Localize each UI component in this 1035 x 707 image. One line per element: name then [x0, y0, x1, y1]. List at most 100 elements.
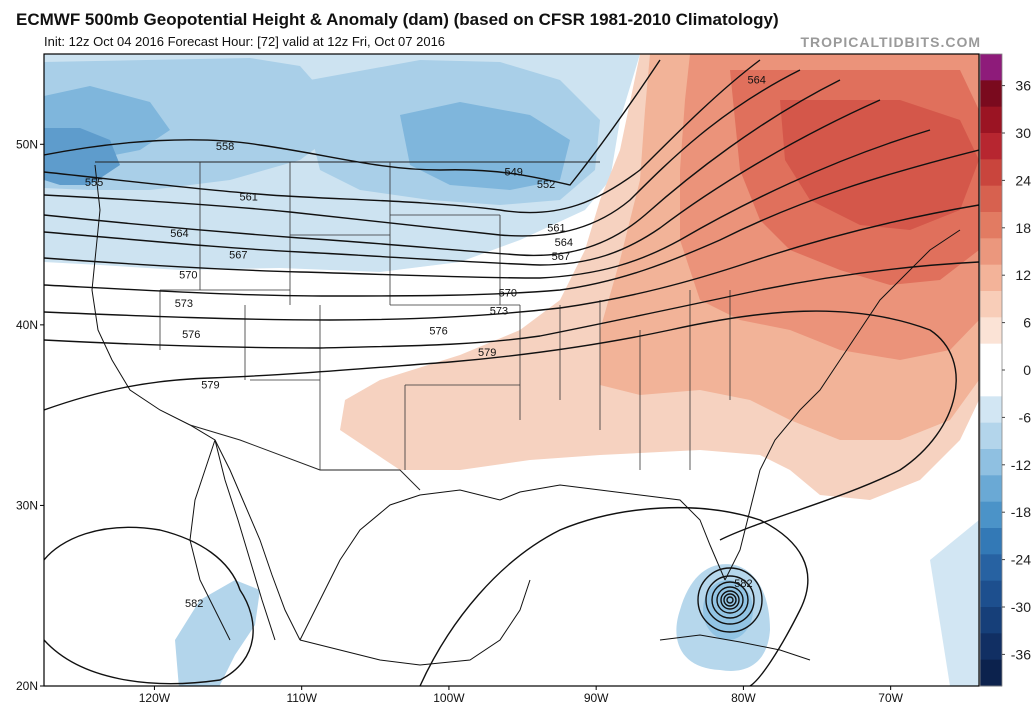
colorbar-swatch [980, 212, 1002, 239]
gulf-coast [299, 484, 726, 641]
contour-label-text: 561 [547, 222, 565, 234]
contour-line [44, 149, 979, 297]
colorbar-swatch [980, 133, 1002, 160]
contour-line [44, 310, 957, 541]
contour-line [44, 99, 881, 266]
contour-label: 567 [229, 249, 247, 261]
colorbar-label: 12 [1015, 267, 1031, 283]
state-border [159, 162, 731, 470]
anomaly-fill-positive-core [780, 100, 979, 230]
contour-label: 552 [537, 179, 555, 191]
contour-label-text: 579 [478, 347, 496, 359]
contour-label: 564 [747, 74, 765, 86]
contour-label-text: 549 [505, 166, 523, 178]
contour-label-text: 552 [537, 179, 555, 191]
state-borders [159, 162, 731, 470]
contour-line [44, 79, 841, 257]
latitude-label: 40N [16, 318, 38, 332]
contour-label: 576 [182, 329, 200, 341]
colorbar-label: 36 [1015, 78, 1031, 94]
colorbar-label: -30 [1011, 599, 1031, 615]
anomaly-fill-negative-mid [44, 58, 340, 190]
anomaly-fill-baja [175, 580, 260, 686]
contour-label: 579 [201, 379, 219, 391]
forecast-info: Init: 12z Oct 04 2016 Forecast Hour: [72… [44, 34, 446, 49]
contour-line [44, 526, 254, 685]
contour-label: 570 [179, 269, 197, 281]
contour-label: 561 [239, 192, 257, 204]
colorbar-label: -6 [1019, 409, 1032, 425]
contour-label-text: 567 [229, 249, 247, 261]
colorbar-label: -24 [1011, 552, 1031, 568]
contour-label: 555 [85, 177, 103, 189]
contour-label: 573 [175, 298, 193, 310]
colorbar-swatch [980, 54, 1002, 81]
latitude-label: 30N [16, 498, 38, 512]
map-frame [43, 53, 980, 687]
colorbar-swatch [980, 106, 1002, 134]
contour-label-text: 570 [179, 269, 197, 281]
contour-label-text: 576 [182, 329, 200, 341]
colorbar-swatch [980, 159, 1002, 187]
longitude-labels: 120W 110W 100W 90W 80W 70W [139, 686, 904, 705]
height-contours [44, 59, 979, 686]
hurricane-contour [726, 596, 734, 604]
colorbar-swatch [980, 238, 1002, 266]
contour-label-text: 567 [552, 251, 570, 263]
colorbar-swatch [980, 449, 1002, 476]
colorbar-swatch [980, 291, 1002, 318]
colorbar-label: 30 [1015, 125, 1031, 141]
colorbar-swatch [980, 633, 1002, 661]
contour-line [419, 506, 809, 686]
colorbar-label: -18 [1011, 504, 1031, 520]
contour-label: 579 [478, 347, 496, 359]
colorbar-swatch [980, 80, 1002, 108]
colorbar-swatch [980, 422, 1002, 450]
colorbar-label: 0 [1023, 362, 1031, 378]
colorbar-swatch [980, 317, 1002, 345]
contour-label: 576 [429, 325, 447, 337]
anomaly-fill-negative-core-west-2 [44, 128, 120, 185]
hurricane-contour [705, 575, 755, 625]
coastlines [91, 161, 961, 666]
contour-label-text: 564 [170, 228, 188, 240]
contour-line [44, 59, 661, 186]
contour-label: 561 [547, 222, 565, 234]
mexico-coast [299, 579, 531, 666]
colorbar-swatch [980, 343, 1002, 371]
contour-label-text: 558 [216, 141, 234, 153]
colorbar: 36 30 24 18 12 6 0 -6 -12 -18 -24 -30 -36 [979, 53, 1032, 687]
colorbar-label: 6 [1023, 315, 1031, 331]
contour-line [44, 69, 801, 237]
colorbar-swatch [980, 475, 1002, 503]
west-coast [91, 164, 301, 641]
hurricane-contour [711, 581, 749, 619]
contour-line [44, 204, 979, 321]
contour-label-text: 573 [175, 298, 193, 310]
contour-labels: 555 558 561 564 567 570 573 576 579 582 549 552 561 5… [85, 74, 766, 610]
longitude-label: 110W [286, 691, 317, 705]
colorbar-label: 18 [1015, 220, 1031, 236]
contour-label: 570 [499, 287, 517, 299]
longitude-label: 120W [139, 691, 171, 705]
colorbar-swatch [980, 528, 1002, 555]
latitude-label: 20N [16, 679, 38, 693]
colorbar-swatch [980, 185, 1002, 213]
contour-label: 567 [552, 251, 570, 263]
latitude-labels: 50N 40N 30N 20N [16, 137, 44, 693]
contour-label-text: 582 [734, 578, 752, 590]
colorbar-swatch [980, 580, 1002, 608]
latitude-label: 50N [16, 137, 38, 151]
brand-watermark: TROPICALTIDBITS.COM [800, 34, 981, 50]
contour-label-text: 573 [490, 305, 508, 317]
colorbar-swatch [980, 501, 1002, 529]
contour-label: 564 [170, 228, 188, 240]
anomaly-fill-negative-core-central [400, 102, 570, 190]
longitude-label: 90W [584, 691, 609, 705]
contour-label-text: 576 [429, 325, 447, 337]
anomaly-fill-hurricane-core [703, 580, 753, 640]
map-panel: 555 558 561 564 567 570 573 576 579 582 549 552 561 5… [43, 53, 980, 687]
contour-label-text: 564 [747, 74, 765, 86]
colorbar-swatch [980, 396, 1002, 424]
